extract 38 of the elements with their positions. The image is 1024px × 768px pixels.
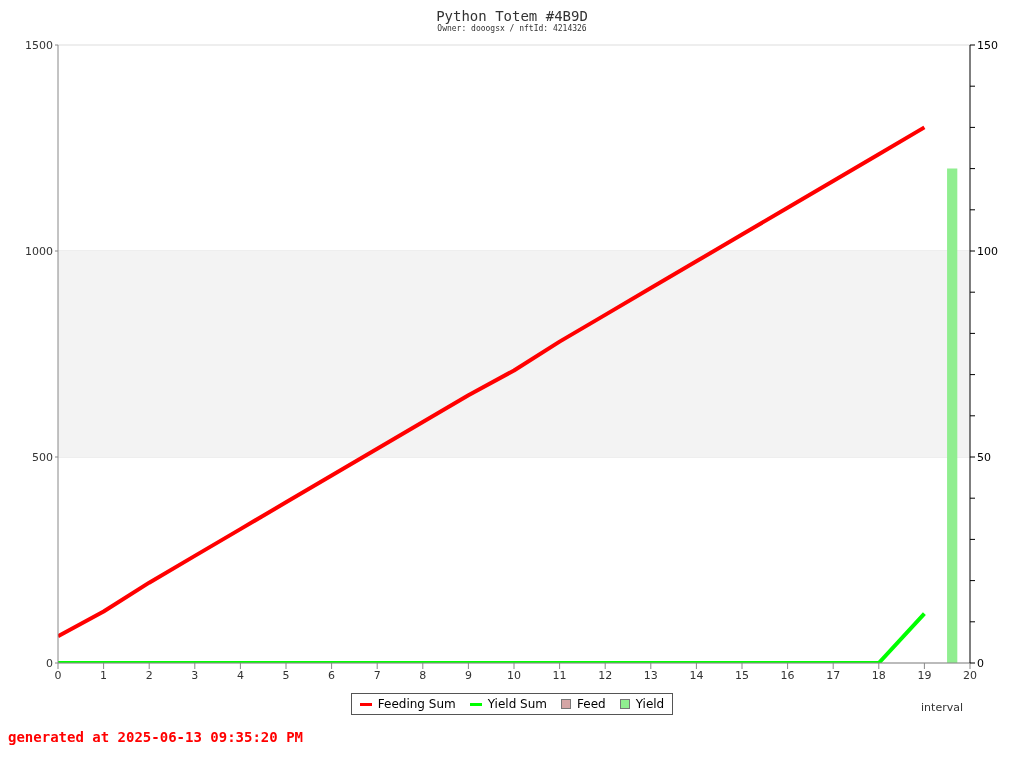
y-tick-label: 500 (32, 450, 53, 464)
legend-label: Feed (576, 697, 606, 711)
y2-tick-label: 0 (977, 656, 984, 670)
x-tick-label: 9 (464, 668, 472, 682)
x-tick-label: 4 (236, 668, 244, 682)
x-tick-label: 7 (373, 668, 381, 682)
x-tick-label: 14 (689, 668, 704, 682)
x-tick-label: 15 (735, 668, 749, 682)
x-tick-label: 6 (328, 668, 336, 682)
x-tick-label: 3 (191, 668, 199, 682)
x-tick-label: 2 (145, 668, 153, 682)
x-tick-label: 20 (963, 668, 977, 682)
x-tick-label: 19 (917, 668, 932, 682)
x-tick-label: 10 (507, 668, 521, 682)
y2-tick-label: 50 (977, 450, 991, 464)
legend-label: Feeding Sum (376, 697, 456, 711)
legend-label: Yield (634, 697, 665, 711)
x-tick-label: 0 (54, 668, 62, 682)
line-series (58, 125, 927, 639)
x-tick-label: 5 (282, 668, 290, 682)
y-tick-label: 0 (46, 656, 53, 670)
y-tick-label: 1000 (25, 244, 53, 258)
x-tick-label: 1 (100, 668, 108, 682)
chart-title: Python Totem #4B9D (435, 8, 589, 24)
legend-label: Yield Sum (486, 697, 547, 711)
x-tick-label: 8 (419, 668, 427, 682)
chart-subtitle: Owner: dooogsx / nftId: 4214326 (436, 24, 588, 33)
text: generated at 2025-06-13 09:35:20 PM (8, 729, 304, 745)
y2-tick-label: 100 (977, 244, 998, 258)
x-tick-label: 17 (826, 668, 841, 682)
x-axis-title: interval (921, 701, 963, 714)
x-tick-label: 12 (598, 668, 613, 682)
x-tick-label: 11 (552, 668, 567, 682)
x-tick-label: 18 (871, 668, 886, 682)
x-tick-label: 13 (643, 668, 658, 682)
x-tick-label: 16 (780, 668, 795, 682)
y-tick-label: 1500 (25, 38, 53, 52)
y2-tick-label: 150 (977, 38, 998, 52)
